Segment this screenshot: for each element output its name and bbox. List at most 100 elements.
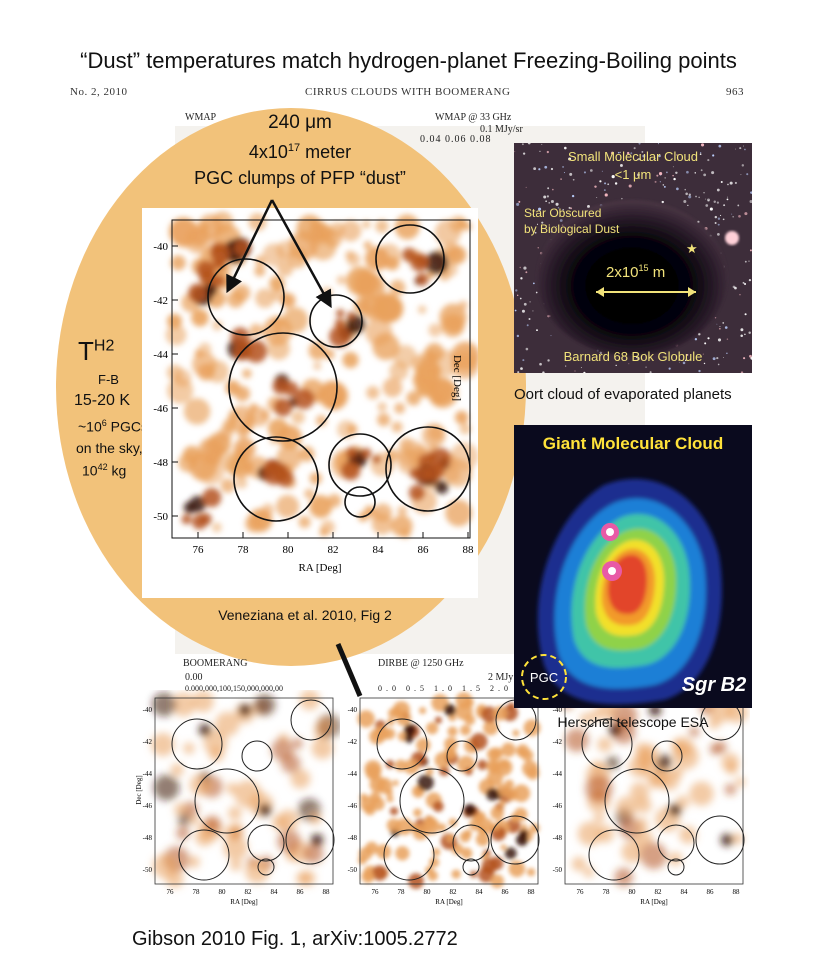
small-x-tick: 76 [577,888,585,896]
herschel-caption: Herschel telescope ESA [557,714,709,730]
wmap-label: WMAP [185,112,217,123]
boomerang-map: -40 -42 -44 -46 -48 -50 76 78 80 82 84 86 88 RA [Deg]… [135,690,340,906]
temperature-symbol: TH2 [78,336,115,366]
bok-title-line2: <1 μm [615,167,652,182]
boomerang-label: BOOMERANG [183,658,248,669]
small-y-tick: -42 [348,738,358,746]
pgc-circle [233,436,319,522]
main-y-tick: -42 [153,295,168,307]
star-obscured-line2: by Biological Dust [524,222,620,236]
main-y-tick: -40 [153,241,168,253]
pgc-circle [446,740,478,772]
small-y-tick: -48 [553,834,563,842]
small-x-tick: 86 [502,888,510,896]
small-x-tick: 78 [398,888,406,896]
main-x-axis-label: RA [Deg] [298,562,341,574]
bok-scale-label: 2x1015 m [606,263,665,281]
small-x-tick: 76 [167,888,175,896]
main-x-tick: 88 [463,544,475,556]
bok-name: Barnard 68 Bok Globule [564,349,703,364]
small-x-tick: 88 [733,888,741,896]
main-x-tick: 86 [418,544,430,556]
wmap-bottom-map: -40 -42 -44 -46 -48 -50 76 78 80 82 84 86 88 RA [Deg] [553,696,749,906]
small-y-axis-label: Dec [Deg] [135,775,143,804]
top-scale-ticks: 0.04 0.06 0.08 [420,134,492,145]
pgc-circle [667,858,685,876]
pgc-circle [241,740,273,772]
pgc-circle [285,815,335,865]
main-x-tick: 76 [193,544,205,556]
small-x-tick: 84 [681,888,689,896]
small-y-tick: -40 [143,706,153,714]
pgc-circle [228,332,338,442]
pgc-circle [309,294,363,348]
pgc-circle [581,718,633,770]
small-y-tick: -50 [143,866,153,874]
pgc-circle [651,740,683,772]
main-y-tick: -44 [153,349,168,361]
pgc-circle [462,858,480,876]
footer-citation: Gibson 2010 Fig. 1, arXiv:1005.2772 [132,928,458,950]
dirbe-label: DIRBE @ 1250 GHz [378,658,464,669]
small-x-axis-label: RA [Deg] [435,898,462,906]
connector-line [335,643,363,697]
small-x-tick: 84 [476,888,484,896]
main-x-tick: 78 [238,544,250,556]
main-y-tick: -50 [153,511,168,523]
small-y-tick: -50 [348,866,358,874]
pgc-circle [657,824,695,862]
sgrb2-image: Giant Molecular Cloud PGC Sgr B2 [514,425,752,708]
pgc-circle [290,699,332,741]
star-obscured-line1: Star Obscured [524,206,601,220]
boomerang-scale-ticks: 0.000,000,100,150,000,000,00 [185,684,283,693]
small-y-tick: -40 [553,706,563,714]
small-y-tick: -50 [553,866,563,874]
pgc-circle [194,768,260,834]
main-y-axis-label: Dec [Deg] [451,355,463,401]
pointer-arrows [226,199,332,309]
pgc-circle [344,486,376,518]
small-x-tick: 84 [271,888,279,896]
pgc-circle [257,858,275,876]
small-y-tick: -46 [348,802,358,810]
pgc-circle [604,768,670,834]
small-y-tick: -42 [143,738,153,746]
running-title: CIRRUS CLOUDS WITH BOOMERANG [305,86,511,98]
small-x-tick: 86 [297,888,305,896]
small-x-tick: 78 [603,888,611,896]
mass-label: 1042 kg [82,462,127,479]
boomerang-scale-zero: 0.00 [185,672,203,683]
pgc-circle [207,258,285,336]
small-y-tick: -48 [143,834,153,842]
wmap-33ghz-label: WMAP @ 33 GHz [435,112,512,123]
arrow-right [270,199,332,309]
main-y-tick: -46 [153,403,168,415]
main-y-tick: -48 [153,457,168,469]
dirbe-map: -40 -42 -44 -46 -48 -50 76 78 80 82 84 86 88 RA [Deg] [348,692,541,906]
small-x-tick: 80 [219,888,227,896]
pgc-circle [328,433,392,497]
slide-title: “Dust” temperatures match hydrogen-plane… [80,48,737,73]
main-x-tick: 84 [373,544,385,556]
small-x-tick: 78 [193,888,201,896]
small-x-tick: 82 [450,888,458,896]
small-x-tick: 76 [372,888,380,896]
pgc-circle [385,426,471,512]
small-y-tick: -44 [348,770,358,778]
main-heatmap-plot: -40 -42 -44 -46 -48 -50 76 78 80 82 84 86 88 RA [De… [142,208,478,598]
dirbe-scale-unit: 2 MJy [488,672,514,683]
pgc-circle [452,824,490,862]
pgc-dashed-circle [521,654,567,700]
bright-star [725,231,739,245]
pgc-circle [695,815,745,865]
bok-title-line1: Small Molecular Cloud [568,149,698,164]
pgc-circle [178,829,230,881]
small-y-tick: -40 [348,706,358,714]
small-x-axis-label: RA [Deg] [640,898,667,906]
small-y-tick: -48 [348,834,358,842]
pgc-circle [247,824,285,862]
pgc-circle [490,815,540,865]
sky-line: on the sky, [76,440,143,456]
barnard68-image: Small Molecular Cloud <1 μm Star Obscure… [514,143,752,373]
temperature-range: 15-20 K [74,392,131,409]
